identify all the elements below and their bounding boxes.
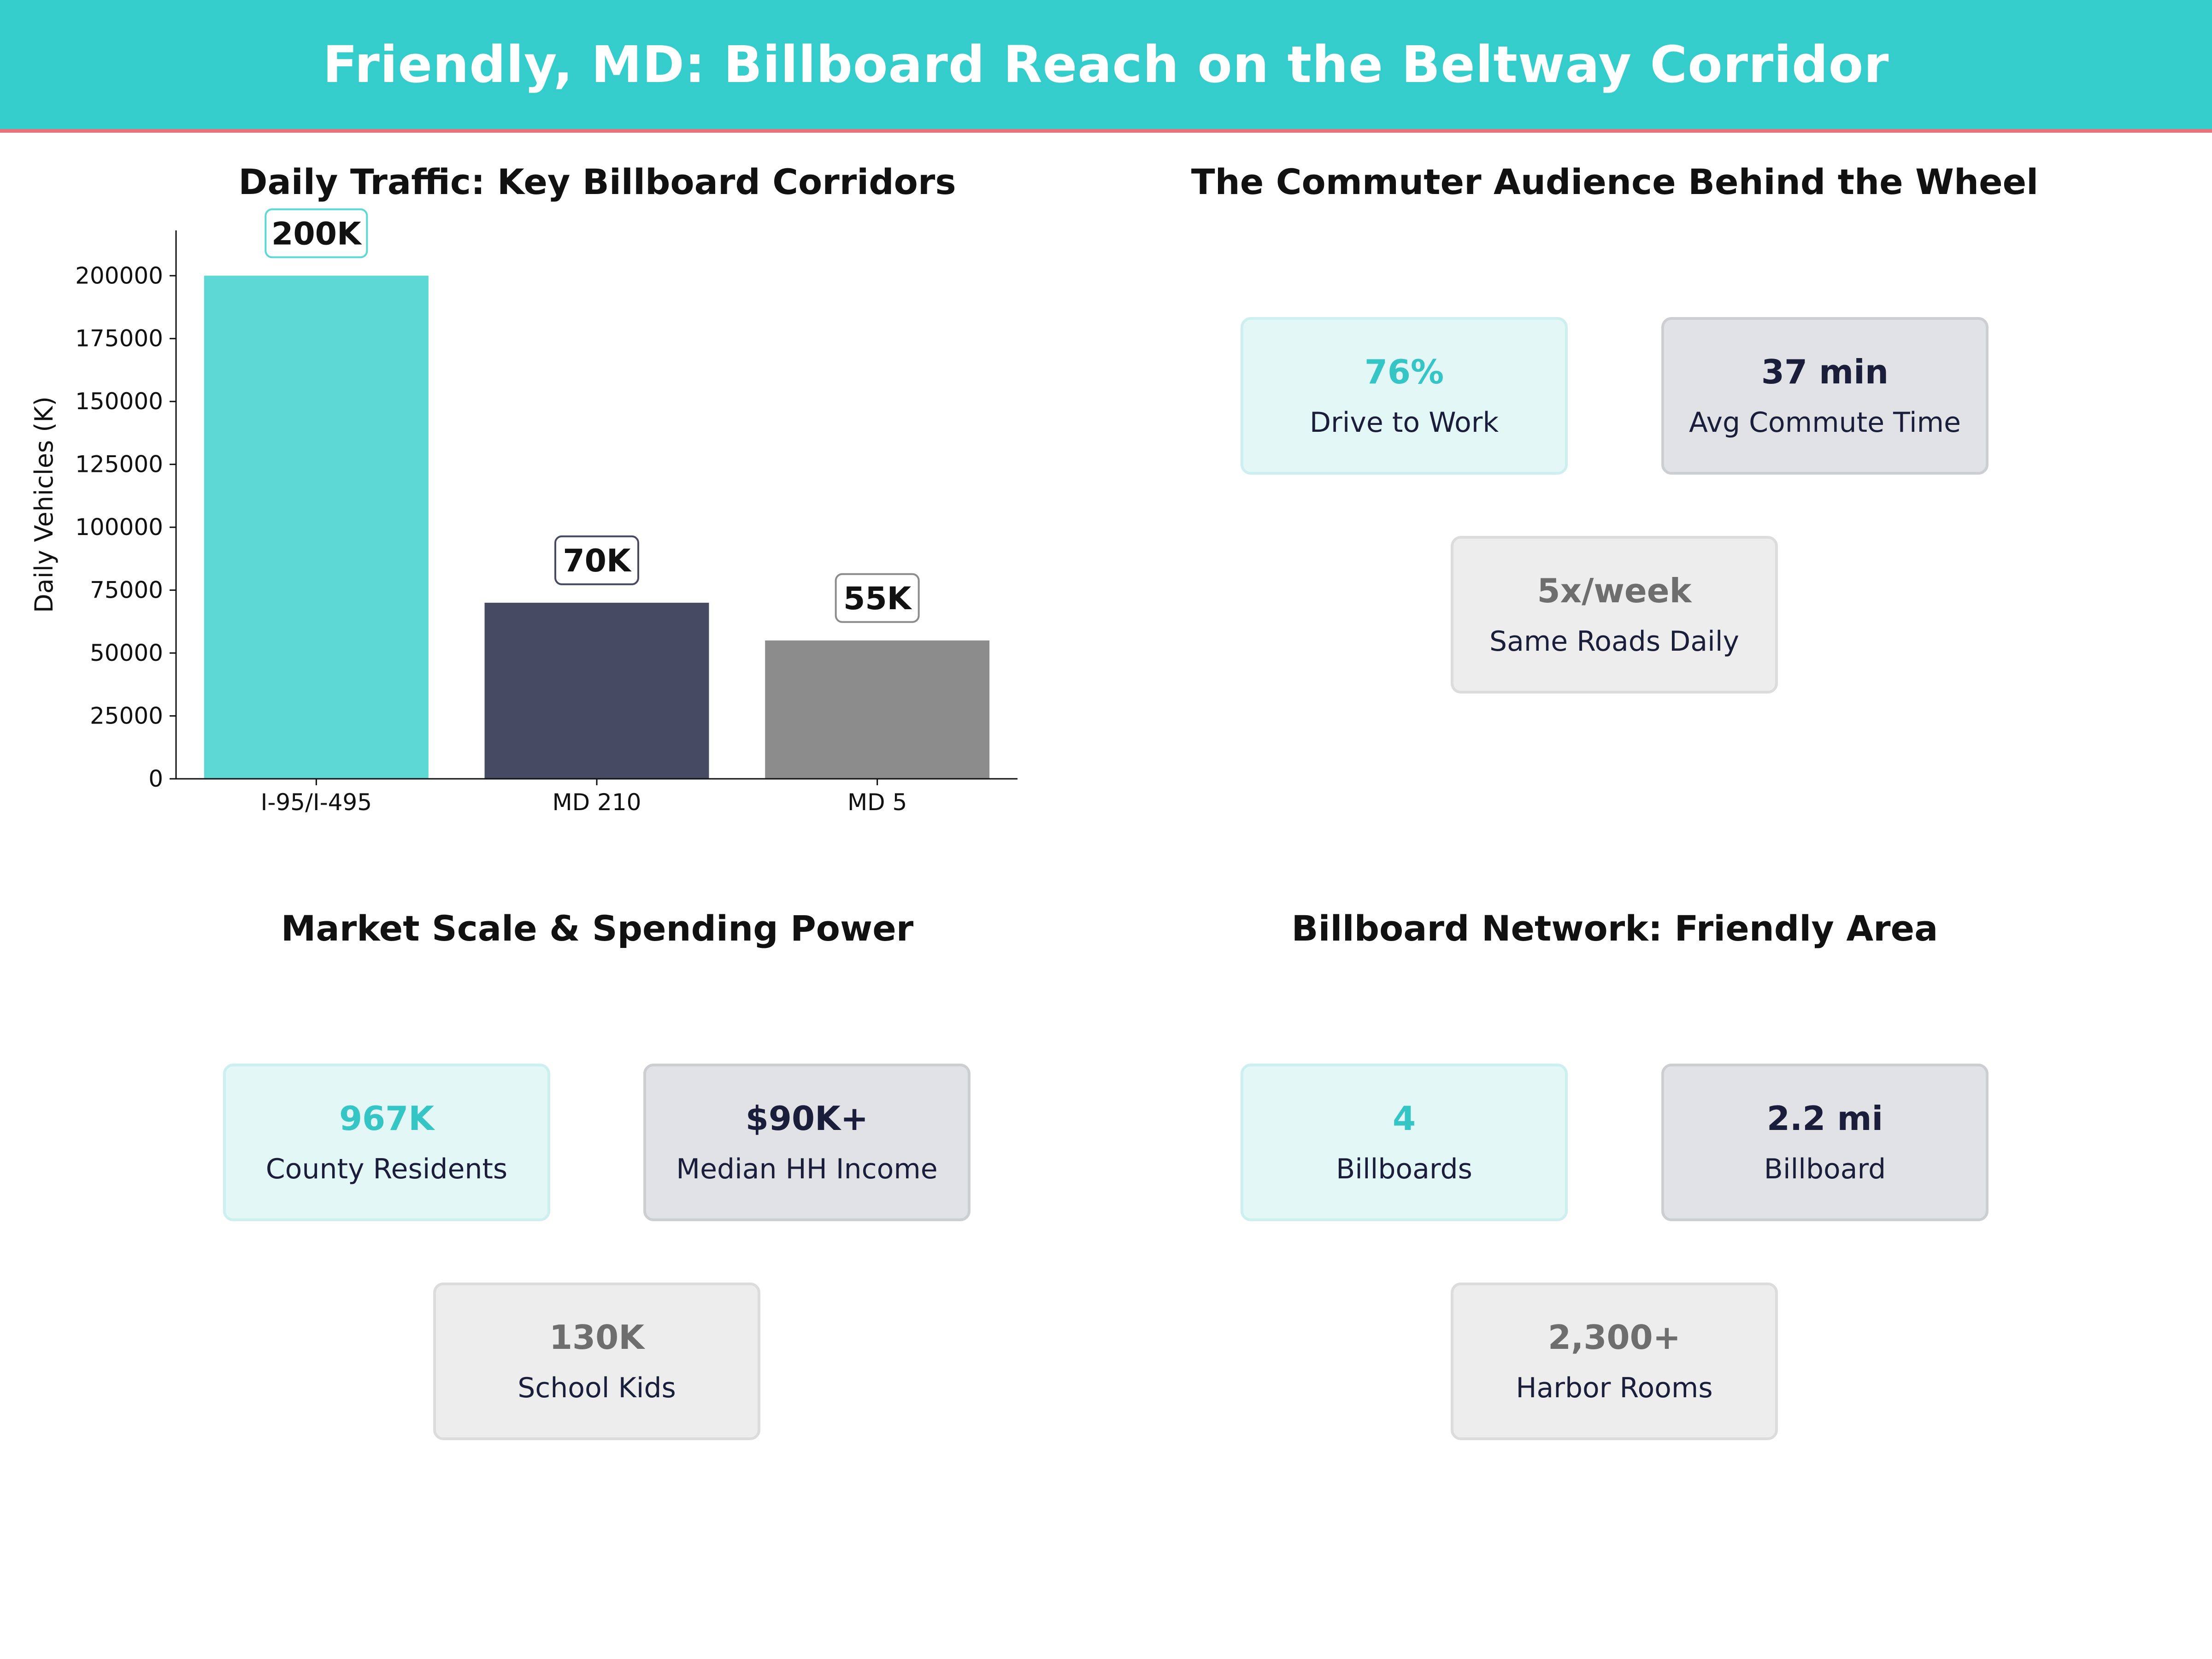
header-banner: Friendly, MD: Billboard Reach on the Bel…	[0, 0, 2212, 133]
stat-value: 967K	[339, 1099, 435, 1138]
stat-card-billboards: 4 Billboards	[1241, 1064, 1568, 1221]
network-panel-title: Billboard Network: Friendly Area	[1291, 908, 1938, 949]
stat-card-median-income: $90K+ Median HH Income	[643, 1064, 971, 1221]
stat-label: Harbor Rooms	[1516, 1372, 1713, 1404]
bar-md-210	[484, 602, 709, 779]
stat-label: Median HH Income	[676, 1153, 938, 1185]
y-tick-label: 175000	[75, 325, 163, 352]
y-tick-label: 0	[148, 765, 163, 792]
y-tick-label: 50000	[90, 640, 163, 666]
stat-value: 76%	[1364, 353, 1444, 391]
data-label-box	[835, 573, 920, 623]
market-panel-title: Market Scale & Spending Power	[281, 908, 914, 949]
stat-card-school-kids: 130K School Kids	[433, 1282, 760, 1440]
stat-label: Billboard	[1764, 1153, 1886, 1185]
stat-card-billboard-distance: 2.2 mi Billboard	[1661, 1064, 1988, 1221]
bar-md-5	[765, 640, 990, 779]
stat-value: 2,300+	[1547, 1318, 1681, 1357]
stat-card-avg-commute: 37 min Avg Commute Time	[1661, 317, 1988, 475]
y-tick-label: 100000	[75, 514, 163, 541]
data-label: 200K	[271, 216, 362, 252]
stat-card-harbor-rooms: 2,300+ Harbor Rooms	[1451, 1282, 1778, 1440]
stat-value: 2.2 mi	[1766, 1099, 1883, 1138]
y-tick-label: 125000	[75, 451, 163, 478]
y-tick-label: 200000	[75, 262, 163, 289]
stat-label: School Kids	[518, 1372, 676, 1404]
stat-value: 5x/week	[1537, 571, 1692, 610]
x-tick-label: MD 5	[847, 789, 907, 816]
data-label: 70K	[563, 543, 632, 579]
stat-label: Drive to Work	[1309, 406, 1499, 439]
stat-value: 37 min	[1761, 353, 1889, 391]
stat-value: 130K	[549, 1318, 645, 1357]
y-tick-label: 25000	[90, 703, 163, 729]
chart-title: Daily Traffic: Key Billboard Corridors	[238, 161, 956, 202]
stat-label: Billboards	[1336, 1153, 1472, 1185]
data-label-box	[265, 208, 368, 259]
y-axis-label: Daily Vehicles (K)	[29, 396, 59, 613]
stat-card-drive-to-work: 76% Drive to Work	[1241, 317, 1568, 475]
x-tick-label: MD 210	[553, 789, 641, 816]
stat-label: Avg Commute Time	[1688, 406, 1961, 439]
y-tick-label: 150000	[75, 388, 163, 415]
data-label: 55K	[843, 581, 912, 617]
page-title: Friendly, MD: Billboard Reach on the Bel…	[323, 35, 1889, 94]
bar-i-95-i-495	[204, 276, 429, 779]
stat-label: Same Roads Daily	[1489, 625, 1739, 658]
stat-card-county-residents: 967K County Residents	[223, 1064, 550, 1221]
stat-label: County Residents	[265, 1153, 508, 1185]
stat-value: 4	[1392, 1099, 1416, 1138]
data-label-box	[554, 535, 639, 585]
y-tick-label: 75000	[90, 577, 163, 604]
stat-value: $90K+	[745, 1099, 869, 1138]
x-tick-label: I-95/I-495	[261, 789, 372, 816]
commuter-panel-title: The Commuter Audience Behind the Wheel	[1191, 161, 2039, 202]
stat-card-same-roads: 5x/week Same Roads Daily	[1451, 536, 1778, 694]
